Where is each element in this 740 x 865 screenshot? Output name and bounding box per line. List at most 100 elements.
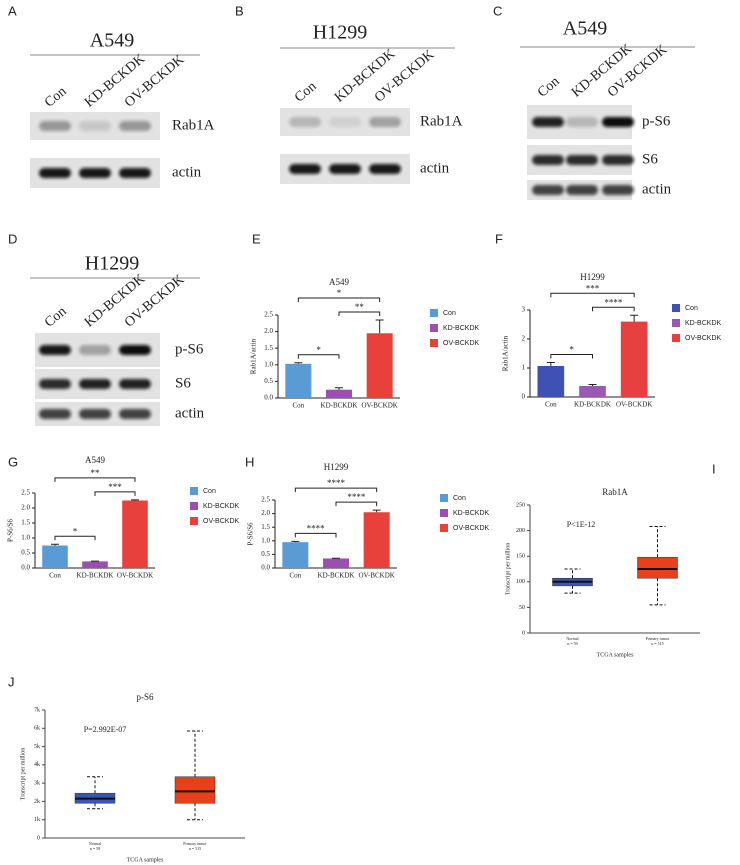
y-tick-label: 4k xyxy=(34,762,40,768)
band xyxy=(602,155,634,165)
band xyxy=(39,168,71,178)
legend-swatch xyxy=(190,517,198,525)
legend-swatch xyxy=(672,334,680,342)
legend-label: Con xyxy=(443,310,456,317)
band xyxy=(79,168,111,178)
row-label: S6 xyxy=(175,375,191,391)
y-tick-label: 0 xyxy=(522,630,525,636)
sig-label: **** xyxy=(307,523,326,533)
sig-bracket xyxy=(54,477,136,482)
row-label: actin xyxy=(175,405,205,421)
legend-swatch xyxy=(430,324,438,332)
y-tick-label: 0.5 xyxy=(261,550,270,558)
x-tick-label: OV-BCKDK xyxy=(117,572,153,580)
legend-swatch xyxy=(672,319,680,327)
sig-label: * xyxy=(316,345,321,355)
x-tick-label: Con xyxy=(289,572,301,580)
n-label: n = 515 xyxy=(189,846,201,851)
y-tick-label: 100 xyxy=(516,579,525,585)
x-tick-label: OV-BCKDK xyxy=(362,402,398,410)
y-tick-label: 2 xyxy=(522,335,526,343)
bar xyxy=(285,363,312,398)
whisker-high xyxy=(87,776,103,794)
y-tick-label: 1.5 xyxy=(264,344,273,352)
error-bar xyxy=(335,387,343,390)
band xyxy=(79,409,111,419)
sig-bracket xyxy=(338,311,381,316)
y-tick-label: 200 xyxy=(516,528,525,534)
error-bar xyxy=(546,361,555,366)
x-tick-label: Normal xyxy=(89,841,102,846)
y-tick-label: 1.0 xyxy=(261,536,270,544)
whisker-low xyxy=(564,585,581,594)
sig-label: **** xyxy=(604,297,623,307)
legend-swatch xyxy=(190,487,198,495)
chart-title: A549 xyxy=(329,277,349,287)
whisker-low xyxy=(187,803,203,821)
y-tick-label: 0 xyxy=(522,393,526,401)
sig-bracket xyxy=(297,297,381,302)
y-tick-label: 0.0 xyxy=(264,394,273,402)
band xyxy=(39,121,71,131)
row-label: actin xyxy=(172,164,202,180)
blot-title: H1299 xyxy=(85,253,139,275)
bar xyxy=(620,321,648,397)
y-tick-label: 0.5 xyxy=(21,549,30,557)
legend-label: KD-BCKDK xyxy=(685,320,722,327)
x-tick-label: OV-BCKDK xyxy=(616,401,652,409)
y-tick-label: 6k xyxy=(34,726,40,732)
legend-label: OV-BCKDK xyxy=(453,525,490,532)
lane-label: Con xyxy=(42,84,70,110)
y-tick-label: 1.0 xyxy=(21,534,30,542)
panel-letter: J xyxy=(8,674,15,689)
legend-swatch xyxy=(672,304,680,312)
panel-letter: F xyxy=(495,231,503,246)
band xyxy=(79,121,111,131)
legend-label: OV-BCKDK xyxy=(685,335,722,342)
band xyxy=(532,185,564,195)
y-tick-label: 3k xyxy=(34,781,40,787)
chart-title: A549 xyxy=(85,455,105,465)
sig-bracket xyxy=(335,501,378,507)
sig-label: **** xyxy=(347,492,366,502)
y-tick-label: 2.5 xyxy=(21,489,30,497)
error-bar xyxy=(372,509,381,513)
legend-swatch xyxy=(430,339,438,347)
sig-bracket xyxy=(54,535,96,541)
sig-bracket xyxy=(294,532,337,538)
legend-swatch xyxy=(440,524,448,532)
y-tick-label: 2.5 xyxy=(261,496,270,504)
band xyxy=(369,164,401,174)
y-tick-label: 0 xyxy=(37,835,40,841)
sig-label: **** xyxy=(327,478,346,488)
y-tick-label: 1k xyxy=(34,817,40,823)
box xyxy=(637,556,678,579)
lane-label: Con xyxy=(535,74,563,100)
legend-label: KD-BCKDK xyxy=(203,503,240,510)
sig-label: ** xyxy=(355,302,365,312)
blot-title: H1299 xyxy=(313,22,367,44)
error-bar xyxy=(51,543,59,546)
row-label: Rab1A xyxy=(172,117,215,133)
bar xyxy=(42,545,68,568)
y-axis-label: Rab1A/actin xyxy=(502,335,510,371)
sig-label: *** xyxy=(108,482,122,492)
y-tick-label: 250 xyxy=(516,502,525,508)
n-label: n = 59 xyxy=(90,846,100,851)
x-tick-label: KD-BCKDK xyxy=(321,402,358,410)
y-tick-label: 1.5 xyxy=(21,519,30,527)
x-axis-label: TCGA samples xyxy=(597,652,634,658)
whisker-high xyxy=(564,568,581,579)
y-tick-label: 3 xyxy=(522,306,526,314)
n-label: n = 59 xyxy=(567,641,577,646)
panel-letter: C xyxy=(493,3,502,18)
x-tick-label: KD-BCKDK xyxy=(318,572,355,580)
y-tick-label: 1.0 xyxy=(264,360,273,368)
panel-letter: B xyxy=(235,3,244,18)
band xyxy=(329,117,361,127)
bar xyxy=(322,558,350,568)
band xyxy=(79,379,111,389)
chart-title: H1299 xyxy=(580,272,605,282)
x-tick-label: Primary tumor xyxy=(646,636,670,641)
